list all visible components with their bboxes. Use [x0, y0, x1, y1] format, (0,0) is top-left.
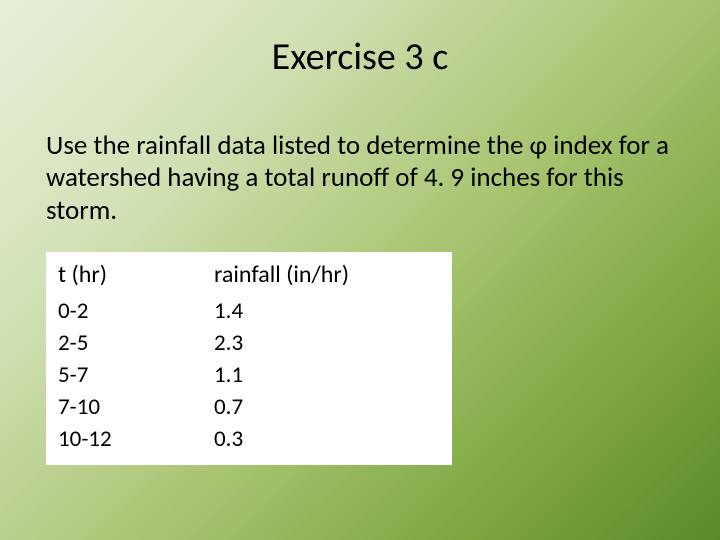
rainfall-table-container: t (hr) rainfall (in/hr) 0-2 1.4 2-5 2.3 …	[46, 252, 452, 465]
slide-title: Exercise 3 c	[0, 34, 720, 80]
cell-rainfall: 0.7	[210, 391, 444, 423]
cell-rainfall: 0.3	[210, 423, 444, 455]
table-row: 7-10 0.7	[54, 391, 444, 423]
cell-time: 0-2	[54, 295, 210, 327]
table-header-thr: t (hr)	[54, 258, 210, 295]
table-header-rainfall: rainfall (in/hr)	[210, 258, 444, 295]
slide: Exercise 3 c Use the rainfall data liste…	[0, 0, 720, 540]
table-row: 5-7 1.1	[54, 359, 444, 391]
table-row: 10-12 0.3	[54, 423, 444, 455]
cell-time: 5-7	[54, 359, 210, 391]
cell-time: 7-10	[54, 391, 210, 423]
rainfall-table: t (hr) rainfall (in/hr) 0-2 1.4 2-5 2.3 …	[54, 258, 444, 455]
table-row: 2-5 2.3	[54, 327, 444, 359]
cell-time: 2-5	[54, 327, 210, 359]
table-header-row: t (hr) rainfall (in/hr)	[54, 258, 444, 295]
cell-rainfall: 2.3	[210, 327, 444, 359]
cell-rainfall: 1.1	[210, 359, 444, 391]
table-row: 0-2 1.4	[54, 295, 444, 327]
slide-body-text: Use the rainfall data listed to determin…	[46, 130, 674, 227]
cell-rainfall: 1.4	[210, 295, 444, 327]
cell-time: 10-12	[54, 423, 210, 455]
